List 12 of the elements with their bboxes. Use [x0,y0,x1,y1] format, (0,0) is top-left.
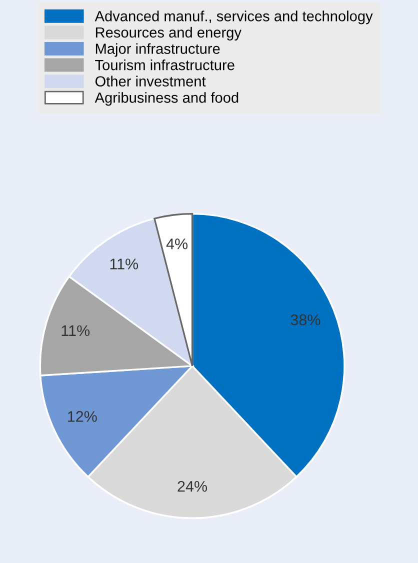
data-label: 38% [290,314,320,326]
legend-label: Resources and energy [96,26,242,41]
legend-label: Other investment [95,76,206,87]
data-label: 12% [68,411,97,422]
data-label: 11% [62,325,90,336]
legend-label: Major infrastructure [96,43,220,57]
data-label: 4% [166,238,188,250]
legend-label: Advanced manuf., services and technology [94,10,373,24]
legend-label: Tourism infrastructure [95,60,234,70]
legend-label: Agribusiness and food [94,92,238,106]
data-label: 24% [178,480,208,492]
data-label: 11% [110,258,138,270]
